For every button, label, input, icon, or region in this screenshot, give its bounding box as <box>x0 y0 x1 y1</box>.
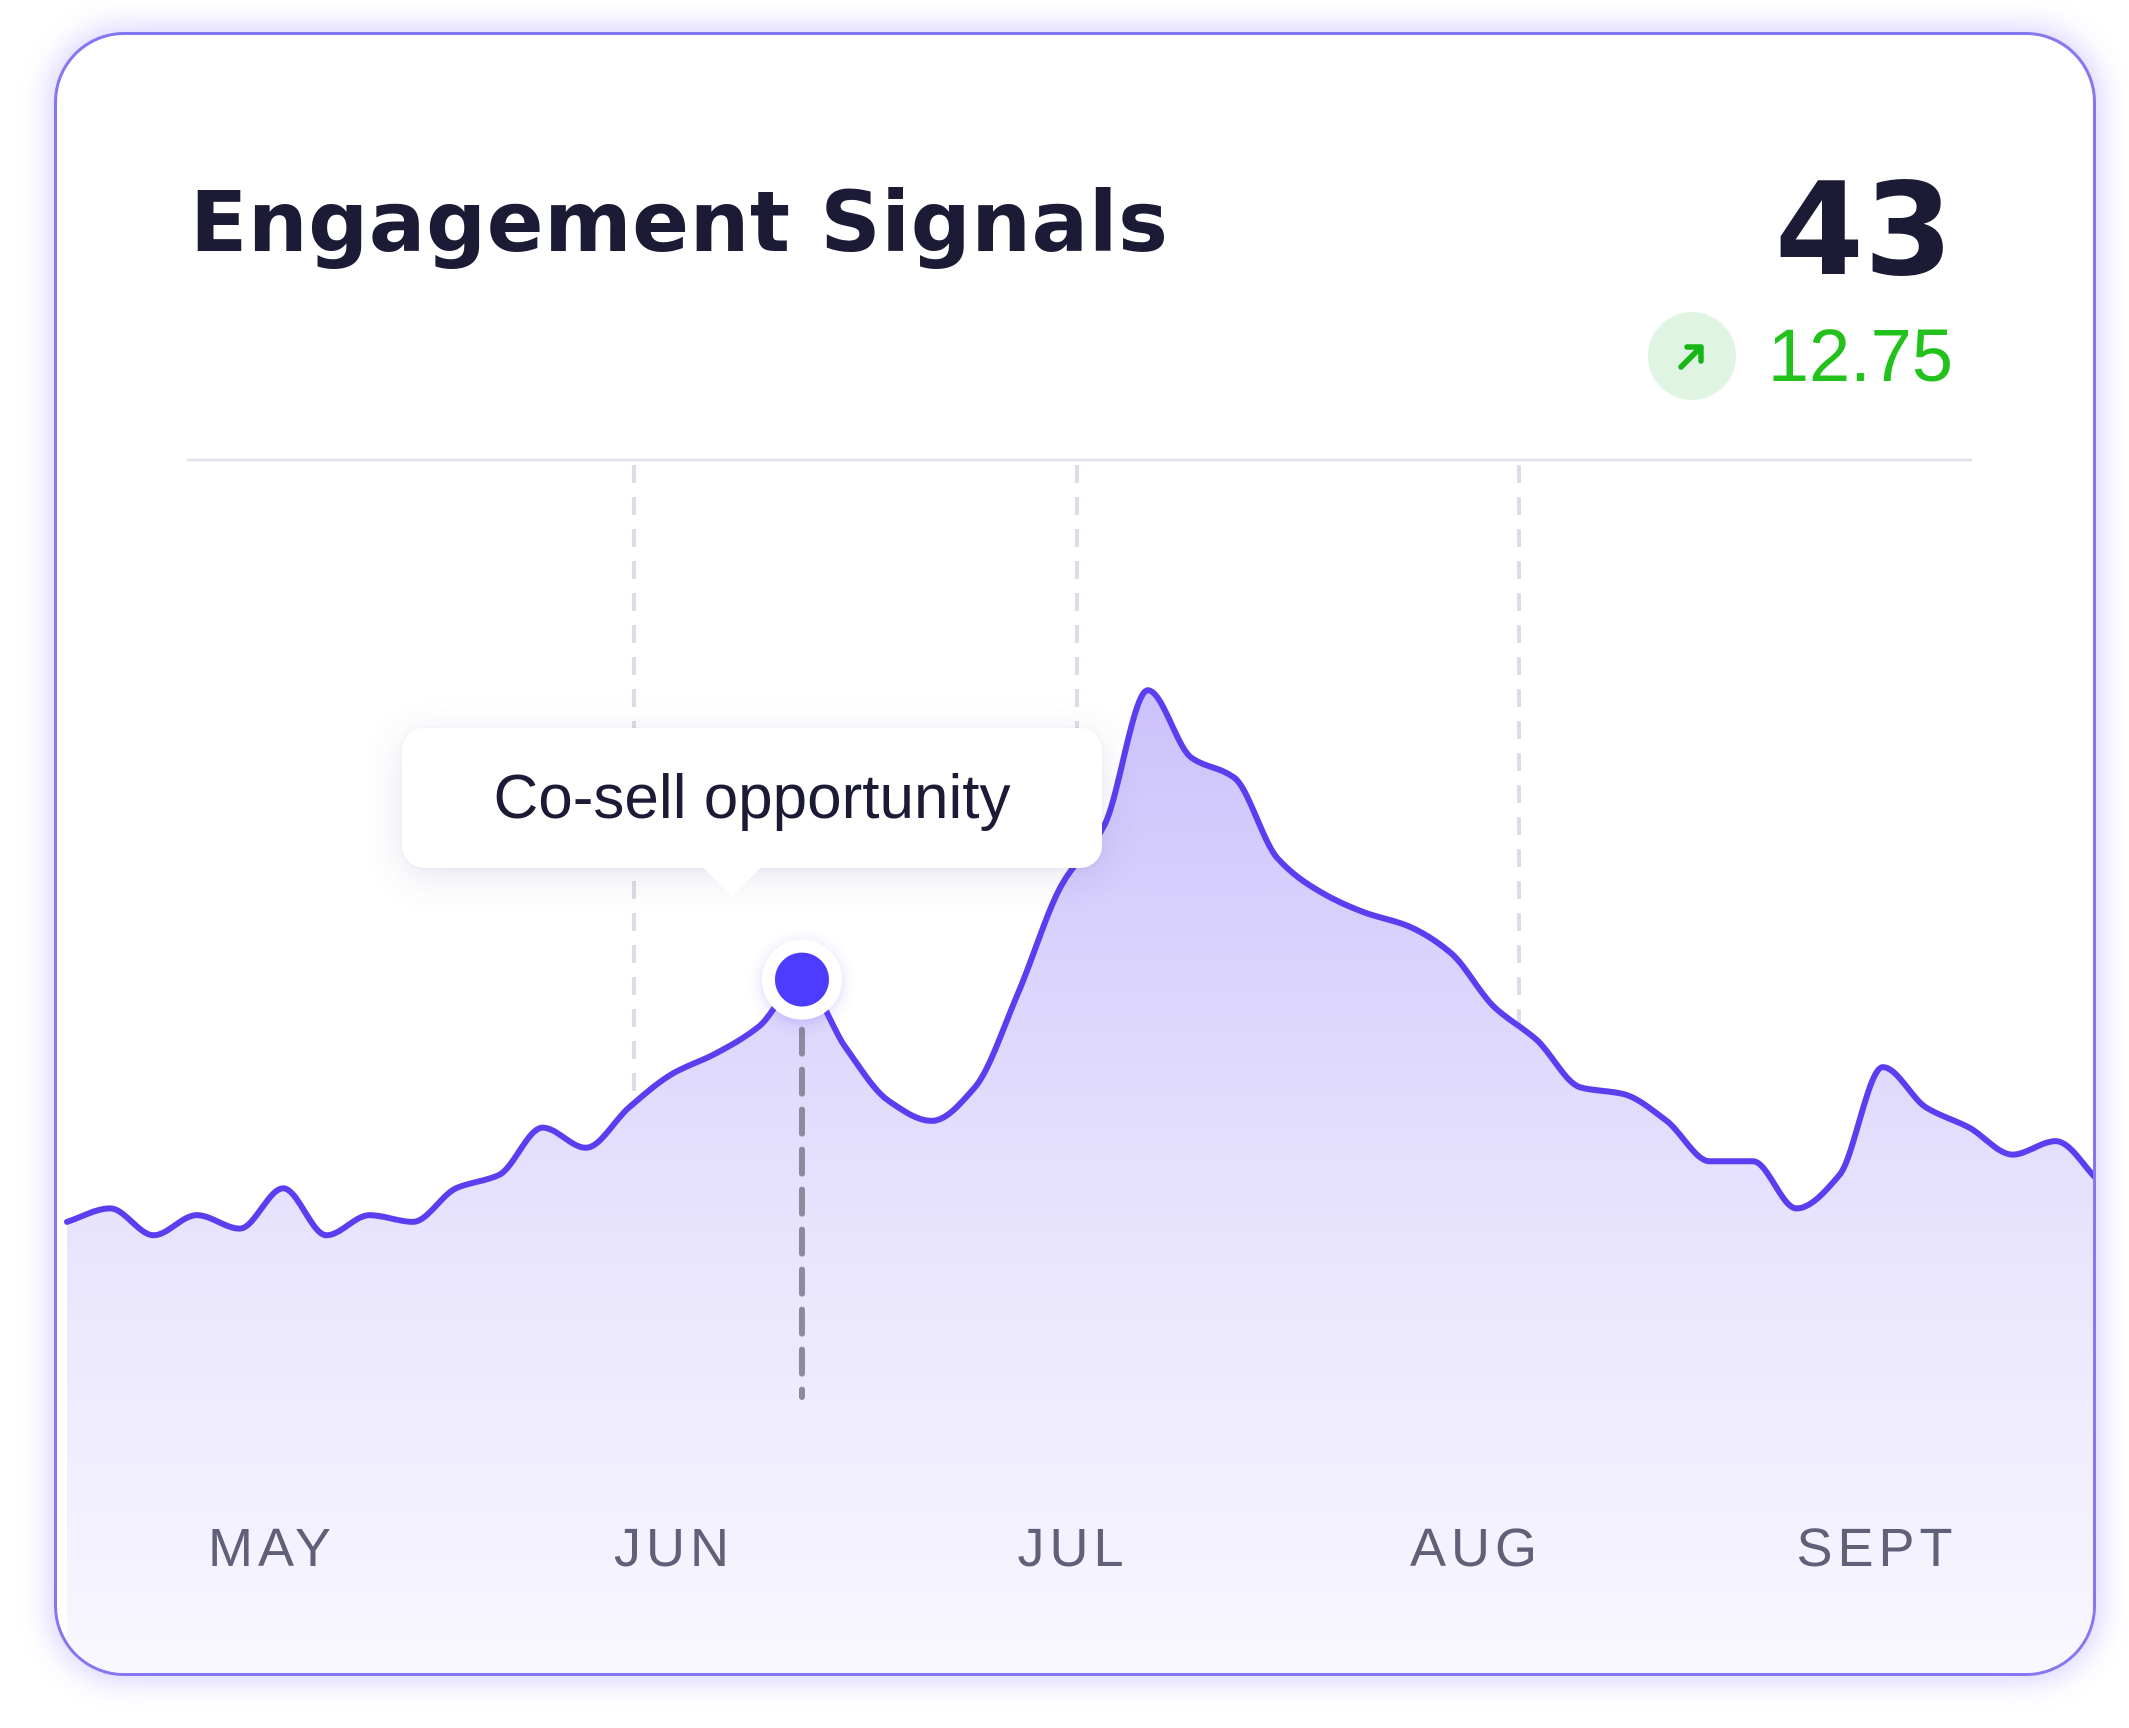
annotation-marker[interactable] <box>774 952 829 1007</box>
engagement-signals-card: Engagement Signals 43 12.75 <box>54 32 2096 1676</box>
delta-value: 12.75 <box>1767 314 1953 397</box>
metric-value: 43 <box>1774 156 1953 305</box>
x-tick-jun: JUN <box>614 1518 734 1578</box>
metric-delta: 12.75 <box>1647 310 1953 402</box>
arrow-up-right-icon <box>1647 312 1736 400</box>
x-tick-sept: SEPT <box>1796 1518 1958 1578</box>
card-title: Engagement Signals <box>190 173 1169 271</box>
x-tick-aug: AUG <box>1409 1518 1543 1578</box>
annotation-tooltip: Co-sell opportunity <box>402 728 1102 897</box>
x-tick-jul: JUL <box>1017 1518 1129 1578</box>
series-area <box>67 690 2093 1673</box>
x-tick-may: MAY <box>207 1518 336 1578</box>
tooltip-label: Co-sell opportunity <box>493 763 1011 832</box>
